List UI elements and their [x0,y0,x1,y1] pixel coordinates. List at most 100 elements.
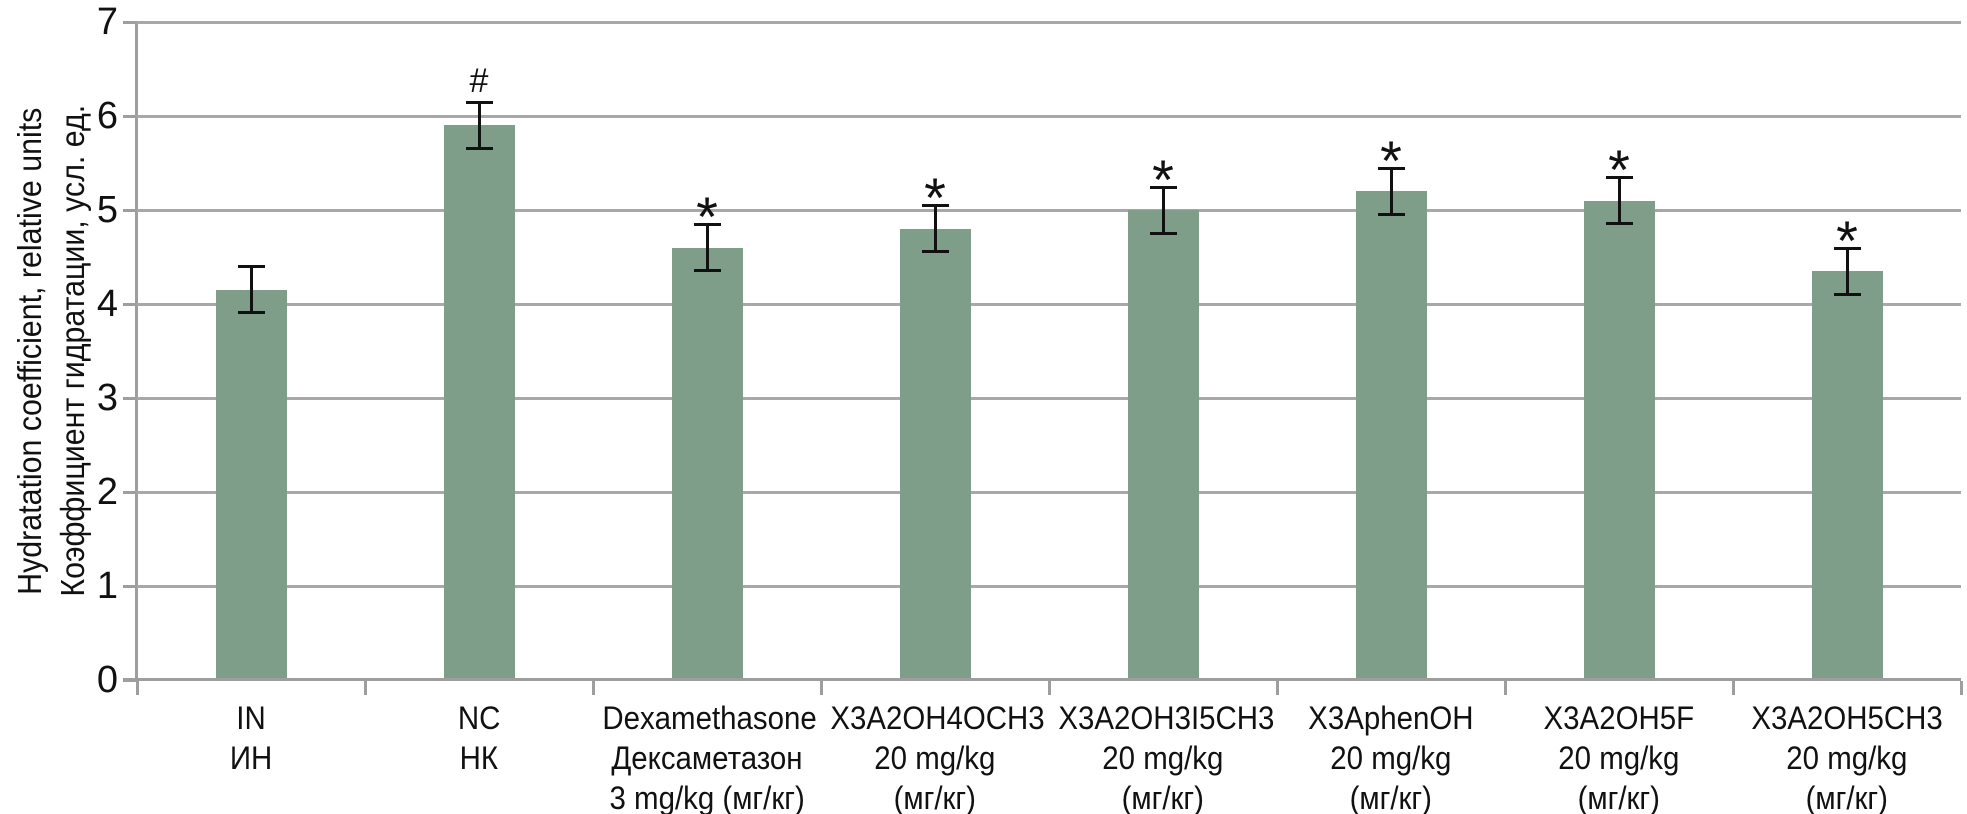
error-bar-cap-bottom-1 [465,146,493,150]
x-tick-mark-6 [1504,681,1507,695]
error-bar-line-2 [705,224,709,272]
error-bar-cap-top-4 [1149,185,1177,189]
star-annotation-6: * [1608,138,1630,202]
plot-area: # * * * * * * [137,21,1961,680]
y-axis-line [135,22,138,680]
y-tick-mark-5 [123,209,137,212]
y-tick-mark-4 [123,303,137,306]
y-tick-label-4: 4 [96,283,118,325]
y-tick-label-7: 7 [96,1,118,43]
x-tick-mark-4 [1048,681,1051,695]
gridline-y-2 [137,491,1961,494]
y-tick-label-5: 5 [96,189,118,231]
error-bar-cap-top-7 [1833,246,1861,250]
star-annotation-4: * [1152,147,1174,211]
x-category-label-line: X3A2OH3I5CH3 [1058,700,1275,736]
x-tick-mark-0 [136,681,139,695]
x-category-label-line: НК [459,740,499,776]
y-tick-label-0: 0 [96,659,118,701]
x-category-label-0: IN ИН [137,698,365,778]
error-bar-cap-top-3 [921,204,949,208]
x-category-label-line: X3A2OH5CH3 [1751,700,1943,736]
error-bar-cap-top-6 [1605,176,1633,180]
x-category-label-1: NC НК [365,698,593,778]
x-category-label-6: X3A2OH5F 20 mg/kg (мг/кг) [1505,698,1733,814]
error-bar-cap-bottom-4 [1149,231,1177,235]
error-bar-line-4 [1161,186,1165,234]
error-bar-cap-bottom-7 [1833,292,1861,296]
error-bar-cap-bottom-0 [237,311,265,315]
x-tick-mark-1 [364,681,367,695]
y-tick-mark-2 [123,491,137,494]
error-bar-cap-bottom-5 [1377,212,1405,216]
x-category-label-7: X3A2OH5CH3 20 mg/kg (мг/кг) [1733,698,1961,814]
y-tick-mark-1 [123,585,137,588]
error-bar-line-0 [249,266,253,314]
x-category-label-line: 20 mg/kg [874,740,996,776]
bar-0 [215,289,287,680]
gridline-y-7 [137,21,1961,24]
x-tick-mark-3 [820,681,823,695]
y-tick-label-3: 3 [96,377,118,419]
star-annotation-2: * [696,185,718,249]
x-category-label-line: Dexamethasone [602,700,817,736]
error-bar-cap-top-5 [1377,166,1405,170]
x-category-label-line: 3 mg/kg (мг/кг) [609,780,805,814]
hash-annotation-1: # [469,61,489,100]
x-category-label-line: NC [457,700,501,736]
x-category-label-line: (мг/кг) [1805,780,1889,814]
y-tick-label-6: 6 [96,95,118,137]
error-bar-line-5 [1389,167,1393,215]
y-tick-mark-6 [123,115,137,118]
x-category-label-line: IN [236,700,266,736]
x-category-label-line: (мг/кг) [1349,780,1433,814]
bar-6 [1583,200,1655,680]
bar-5 [1355,191,1427,680]
x-category-label-line: X3A2OH5F [1543,700,1695,736]
y-tick-mark-3 [123,397,137,400]
x-tick-mark-8 [1960,681,1963,695]
error-bar-line-1 [477,101,481,149]
x-category-label-line: 20 mg/kg [1330,740,1452,776]
x-category-label-5: X3AphenOH 20 mg/kg (мг/кг) [1277,698,1505,814]
x-tick-mark-7 [1732,681,1735,695]
error-bar-cap-top-1 [465,100,493,104]
error-bar-cap-bottom-3 [921,250,949,254]
x-category-label-line: Дексаметазон [611,740,803,776]
gridline-y-4 [137,303,1961,306]
x-category-label-line: 20 mg/kg [1102,740,1224,776]
x-category-label-line: 20 mg/kg [1558,740,1680,776]
error-bar-line-3 [933,205,937,253]
star-annotation-7: * [1836,208,1858,272]
gridline-y-3 [137,397,1961,400]
x-category-label-2: Dexamethasone Дексаметазон 3 mg/kg (мг/кг) [593,698,821,814]
gridline-y-6 [137,115,1961,118]
x-axis-labels: IN ИН NC НК Dexamethasone Дексаметазон 3 mg/kg… [137,698,1961,814]
bar-1 [443,125,515,680]
x-category-label-line: X3A2OH4OCH3 [830,700,1045,736]
x-category-label-line: (мг/кг) [1121,780,1205,814]
y-tick-label-1: 1 [96,565,118,607]
x-axis-line [123,678,1961,681]
x-category-label-4: X3A2OH3I5CH3 20 mg/kg (мг/кг) [1049,698,1277,814]
bar-3 [899,228,971,680]
y-tick-label-2: 2 [96,471,118,513]
gridline-y-1 [137,585,1961,588]
y-tick-mark-7 [123,21,137,24]
x-tick-mark-5 [1276,681,1279,695]
gridline-y-5 [137,209,1961,212]
error-bar-cap-bottom-6 [1605,222,1633,226]
error-bar-line-7 [1845,247,1849,295]
error-bar-cap-bottom-2 [693,269,721,273]
x-category-label-line: ИН [229,740,273,776]
star-annotation-3: * [924,166,946,230]
x-tick-mark-2 [592,681,595,695]
star-annotation-5: * [1380,128,1402,192]
x-category-label-line: (мг/кг) [893,780,977,814]
bar-2 [671,247,743,680]
x-category-label-line: 20 mg/kg [1786,740,1908,776]
x-category-label-line: X3AphenOH [1308,700,1474,736]
bar-4 [1127,210,1199,680]
error-bar-cap-top-2 [693,223,721,227]
